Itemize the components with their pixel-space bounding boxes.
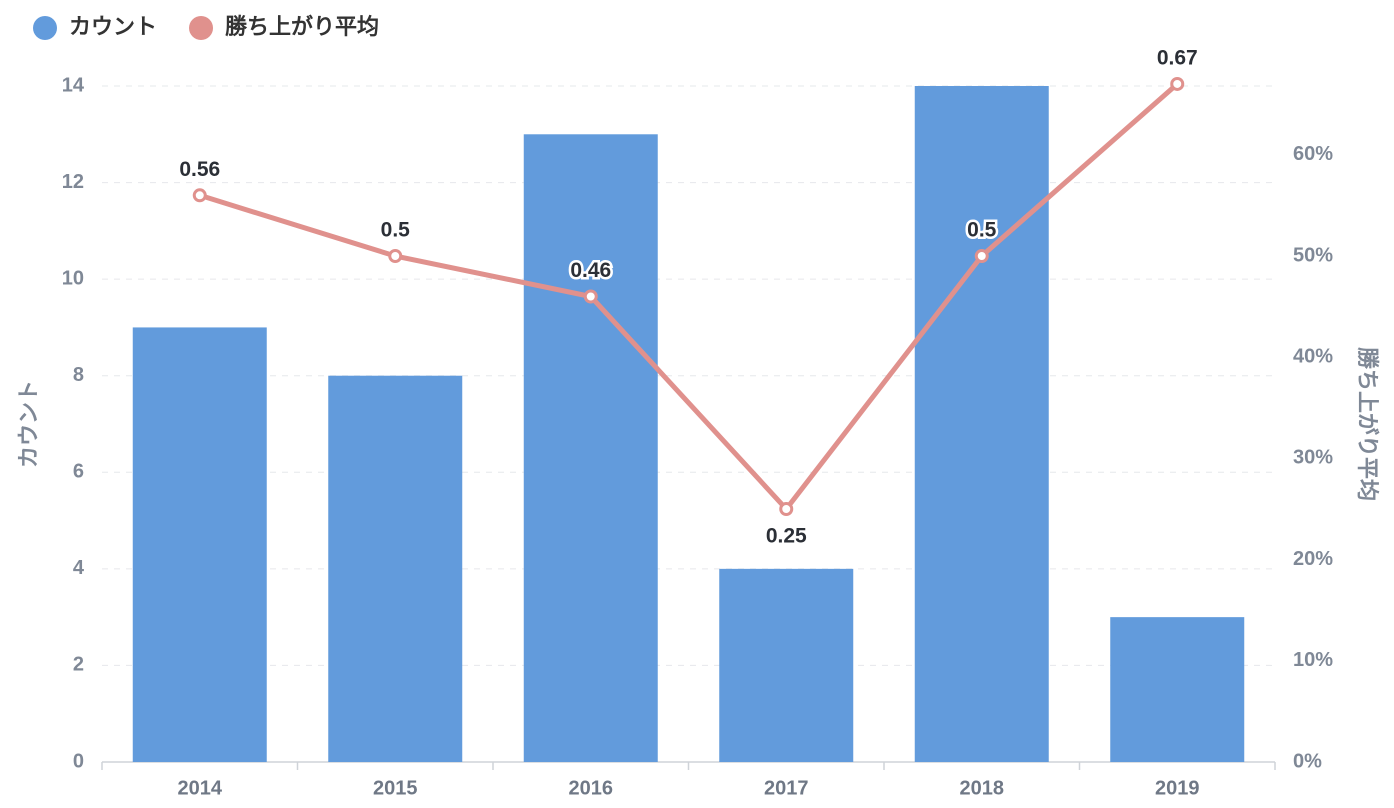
data-label: 0.25: [766, 525, 807, 548]
y2-tick-label: 30%: [1293, 447, 1333, 469]
bar: [1110, 617, 1245, 762]
y-tick-label: 8: [73, 364, 84, 386]
point: [192, 188, 207, 203]
point: [1170, 76, 1185, 91]
bar: [328, 375, 463, 762]
y-tick-label: 10: [62, 267, 84, 289]
bar: [523, 134, 658, 763]
y2-tick-label: 40%: [1293, 345, 1333, 367]
legend-swatch: [189, 16, 214, 40]
legend-label: カウント: [69, 15, 157, 40]
data-label: 0.5: [381, 219, 411, 242]
point: [974, 249, 989, 264]
y-tick-label: 6: [73, 461, 84, 483]
y2-tick-label: 20%: [1293, 548, 1333, 570]
y2-tick-label: 50%: [1293, 244, 1333, 266]
y2-axis-title: 勝ち上がり平均: [1354, 347, 1380, 501]
point: [388, 249, 403, 264]
legend-swatch: [33, 16, 57, 40]
y-tick-label: 12: [62, 171, 84, 193]
x-tick-label: 2016: [569, 777, 614, 799]
line: [199, 82, 1179, 512]
y-tick-label: 2: [73, 654, 84, 676]
legend-label: 勝ち上がり平均: [225, 14, 379, 40]
point: [583, 289, 598, 304]
x-tick-label: 2014: [178, 777, 223, 799]
x-tick-label: 2019: [1155, 777, 1200, 799]
data-label: 0.67: [1157, 47, 1198, 70]
bar: [719, 568, 854, 762]
data-label: 0.5: [967, 219, 997, 242]
data-label: 0.46: [570, 259, 611, 282]
y-tick-label: 0: [73, 750, 84, 772]
bar: [132, 327, 267, 762]
y2-tick-label: 60%: [1293, 143, 1333, 165]
y-axis-title: カウント: [17, 380, 42, 468]
y2-tick-label: 10%: [1293, 649, 1333, 671]
y-tick-label: 14: [62, 74, 85, 96]
y-tick-label: 4: [73, 557, 85, 579]
x-tick-label: 2018: [960, 777, 1005, 799]
y2-tick-label: 0%: [1293, 750, 1322, 772]
bar: [914, 86, 1049, 762]
x-tick-label: 2017: [764, 777, 809, 799]
data-label: 0.56: [179, 158, 220, 181]
point: [779, 502, 794, 517]
x-tick-label: 2015: [373, 777, 418, 799]
